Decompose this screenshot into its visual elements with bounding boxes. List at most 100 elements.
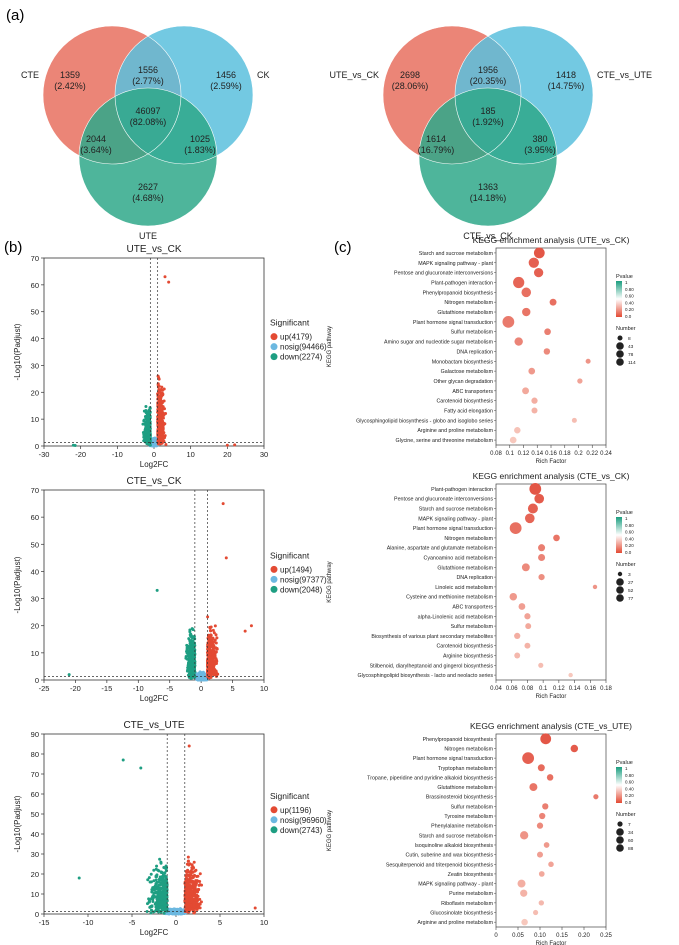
up-point xyxy=(209,664,213,668)
enrichment-bubble xyxy=(546,774,554,781)
enrichment-bubble xyxy=(543,842,550,848)
size-legend-title: Number xyxy=(616,562,636,568)
up-point xyxy=(225,443,229,447)
up-point xyxy=(156,420,160,424)
down-point xyxy=(162,865,166,869)
y-axis-label: KEGG pathway xyxy=(327,810,333,851)
legend-label: nosig(94466) xyxy=(280,343,327,352)
up-point xyxy=(193,887,197,891)
pathway-label: DNA replication xyxy=(456,575,493,581)
down-point xyxy=(187,653,191,657)
legend-label: up(4179) xyxy=(280,333,312,342)
x-tick-label: -30 xyxy=(39,450,50,459)
down-point xyxy=(148,442,152,446)
x-tick-label: 10 xyxy=(186,450,194,459)
up-point xyxy=(193,889,197,893)
y-axis-label: -Log10(Padjust) xyxy=(13,556,22,613)
size-legend-bubble xyxy=(617,335,623,341)
down-point xyxy=(147,422,151,426)
down-point xyxy=(154,890,158,894)
enrichment-bubble xyxy=(514,337,523,346)
pvalue-legend-tick: 0.40 xyxy=(625,300,634,305)
enrichment-bubble xyxy=(522,307,531,317)
down-point xyxy=(153,884,157,888)
up-point xyxy=(208,656,212,660)
venn-circle xyxy=(79,88,217,226)
down-point xyxy=(165,884,169,888)
enrichment-bubble xyxy=(509,436,517,444)
down-point xyxy=(156,901,160,905)
down-point xyxy=(159,887,163,891)
plot-frame xyxy=(495,247,607,446)
pathway-label: Phenylpropanoid biosynthesis xyxy=(423,737,494,743)
down-point xyxy=(186,646,190,650)
up-point xyxy=(190,890,194,894)
venn-region-percent: (1.92%) xyxy=(472,117,504,127)
up-point xyxy=(193,893,197,897)
x-tick-label: -20 xyxy=(70,684,81,693)
enrichment-bubble xyxy=(531,407,538,414)
up-point xyxy=(210,639,214,643)
size-legend-label: 88 xyxy=(628,846,634,852)
up-point xyxy=(162,413,166,417)
down-point xyxy=(159,870,163,874)
legend-swatch xyxy=(270,565,278,573)
down-point xyxy=(149,911,153,915)
pathway-label: Arginine and proline metabolism xyxy=(417,920,493,926)
down-point xyxy=(153,886,157,890)
up-point xyxy=(160,388,164,392)
y-tick-label: 40 xyxy=(31,567,39,576)
enrichment-bubble xyxy=(593,794,599,800)
nosig-point xyxy=(154,437,157,441)
down-point xyxy=(155,907,159,911)
x-tick-label: 0.08 xyxy=(490,451,502,457)
nosig-point xyxy=(172,907,176,911)
size-legend-bubble xyxy=(616,578,624,586)
up-point xyxy=(215,636,219,640)
size-legend-label: 7 xyxy=(628,822,631,828)
enrichment-bubble xyxy=(520,889,528,897)
kegg-title: KEGG enrichment analysis (CTE_vs_CK) xyxy=(473,471,630,481)
y-tick-label: 70 xyxy=(31,254,39,263)
panel-label-a: (a) xyxy=(6,7,24,24)
venn-region-count: 1418 xyxy=(556,70,576,80)
x-tick-label: 0.08 xyxy=(522,686,534,692)
pathway-label: Glycosphingolipid biosynthesis - lacto a… xyxy=(358,673,494,679)
down-point xyxy=(160,900,164,904)
pvalue-colorbar xyxy=(616,517,622,553)
up-point xyxy=(207,636,211,640)
size-legend-bubble xyxy=(616,586,624,594)
down-point xyxy=(154,874,158,878)
up-point xyxy=(207,661,211,665)
pathway-label: Fatty acid elongation xyxy=(444,409,493,415)
enrichment-bubble xyxy=(514,426,521,434)
pathway-label: Other glycan degradation xyxy=(434,379,494,385)
pvalue-legend-tick: 0.0 xyxy=(625,800,632,805)
up-point xyxy=(213,638,217,642)
down-point xyxy=(188,628,192,632)
down-point xyxy=(158,890,162,894)
up-point xyxy=(185,895,189,899)
y-axis-label: -Log10(Padjust) xyxy=(13,795,22,852)
down-point xyxy=(144,405,148,409)
down-point xyxy=(142,439,146,443)
up-point xyxy=(191,908,195,912)
enrichment-bubble xyxy=(534,493,545,504)
venn-set-label: CK xyxy=(257,70,270,80)
pathway-label: Linoleic acid metabolism xyxy=(435,585,493,591)
venn-outline xyxy=(454,25,594,165)
venn-circle xyxy=(419,88,557,226)
pathway-label: Tropane, piperidine and pyridine alkaloi… xyxy=(367,775,493,781)
pathway-label: Pentose and glucuronate interconversions xyxy=(394,497,493,503)
venn-region-percent: (3.64%) xyxy=(80,145,112,155)
x-tick-label: 0.05 xyxy=(512,933,524,939)
pathway-label: Cysteine and methionine metabolism xyxy=(406,595,493,601)
venn-set-label: UTE_vs_CK xyxy=(329,70,379,80)
venn-region-count: 380 xyxy=(532,134,547,144)
enrichment-bubble xyxy=(514,632,521,640)
down-point xyxy=(164,899,168,903)
down-point xyxy=(145,910,149,914)
pathway-label: Plant hormone signal transduction xyxy=(413,320,493,326)
x-axis-label: Log2FC xyxy=(140,928,169,937)
up-point xyxy=(158,407,162,411)
